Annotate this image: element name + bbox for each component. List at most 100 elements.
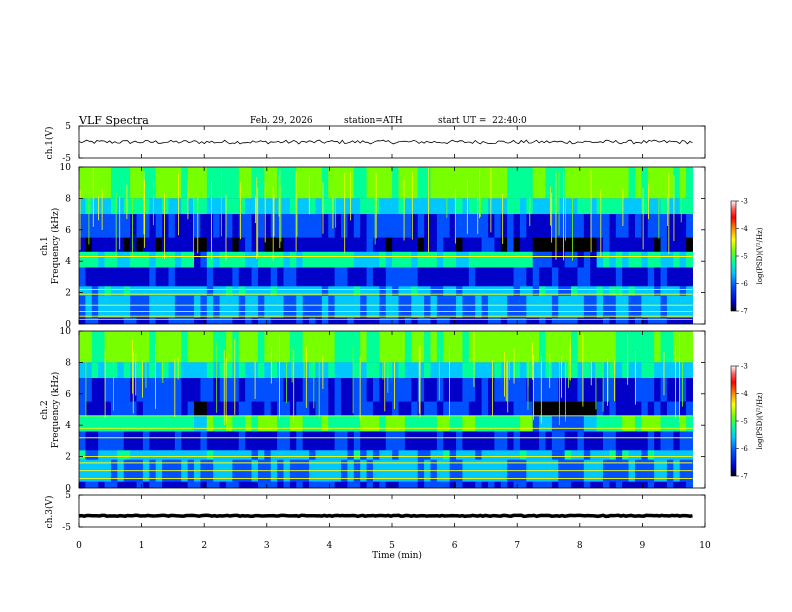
ch2-spectrogram-cell — [673, 481, 681, 488]
ch2-spectrogram-cell — [289, 331, 297, 363]
ch2-spectrogram-cell — [366, 362, 374, 379]
ch1-spectrogram-cell — [666, 198, 674, 215]
colorbar-tick-label: -7 — [741, 308, 748, 316]
ch1-spectrogram-cell — [296, 237, 304, 252]
ch2-spectrogram-cell — [213, 481, 221, 488]
ch1-spectrogram-cell — [660, 167, 668, 199]
ch1-spectrogram-cell — [130, 251, 138, 268]
ch2-spectrogram-cell — [283, 331, 291, 363]
ch2-spectrogram-cell — [603, 362, 610, 379]
ch1-spectrogram-cell — [545, 214, 553, 238]
ch2-spectrogram-cell — [539, 450, 547, 460]
ch1-spectrogram-cell — [232, 251, 240, 268]
ch2-spectrogram-cell — [321, 481, 329, 488]
ch2-spectrogram-cell — [360, 450, 368, 460]
ch1-spectrogram-cell — [404, 286, 412, 296]
ch1-spectrogram-cell — [424, 295, 431, 318]
ch2-spectrogram-cell — [289, 431, 297, 451]
ch1-spectrogram-cell — [615, 198, 623, 215]
ch2-spectrogram-cell — [309, 378, 316, 402]
ch2-spectrogram-cell — [615, 481, 623, 488]
x-tick-label: 6 — [452, 541, 458, 551]
ch2-spectrogram-cell — [494, 450, 502, 460]
ch1-spectrogram-cell — [206, 267, 214, 287]
ch1-spectrogram-cell — [487, 237, 495, 252]
ch2-spectrogram-cell — [309, 431, 316, 451]
ch2-spectrogram-cell — [443, 331, 451, 363]
ch1-spectrogram-cell — [174, 286, 182, 296]
ch1-spectrogram-cell — [187, 214, 195, 238]
ch2-spectrogram-cell — [334, 450, 342, 460]
ch1-spectrogram-cell — [462, 267, 470, 287]
ch2-spectrogram-cell — [219, 331, 227, 363]
ch2-spectrogram-cell — [257, 415, 265, 432]
ch1-spectrogram-cell — [366, 167, 374, 199]
ch2-spectrogram-cell — [475, 331, 483, 363]
ch2-spectrogram-cell — [551, 450, 559, 460]
ch2-spectrogram-cell — [385, 401, 393, 416]
ch1-waveform-panel: 5-5 — [62, 122, 706, 164]
ch1-spectrogram-cell — [558, 317, 566, 324]
ch1-spectrogram-cell — [449, 286, 457, 296]
ch2-spectrogram-cell — [104, 431, 112, 451]
ch2-spectrogram-cell — [558, 415, 566, 432]
ch1-spectrogram-cell — [104, 295, 112, 318]
ch1-spectrogram-cell — [654, 317, 662, 324]
ch1-spectrogram-cell — [443, 237, 451, 252]
ch2-spectrogram-cell — [577, 431, 585, 451]
ch1-spectrogram-cell — [443, 267, 451, 287]
ch2-spectrogram-cell — [334, 401, 342, 416]
ch1-spectrogram-cell — [551, 267, 559, 287]
ch1-spectrogram-cell — [238, 198, 246, 215]
ch2-spectrogram-cell — [347, 450, 355, 460]
ch2-frequency-axis-label: Frequency (kHz) — [50, 372, 61, 449]
ch2-spectrogram-cell — [289, 481, 297, 488]
ch2-spectrogram-cell — [551, 331, 559, 363]
chart-title: VLF Spectra — [78, 114, 149, 127]
ch1-spectrogram-cell — [85, 286, 93, 296]
ch1-spectrogram-cell — [603, 237, 610, 252]
ch2-spectrogram-cell — [660, 401, 668, 416]
ch2-spectrogram-cell — [500, 331, 508, 363]
ch2-spectrogram-cell — [174, 401, 182, 416]
ch2-spectrogram-cell — [168, 331, 176, 363]
ch2-spectrogram-cell — [462, 331, 470, 363]
ch1-spectrogram-cell — [194, 286, 201, 296]
ch1-spectrogram-cell — [181, 295, 189, 318]
ch2-spectrogram-cell — [628, 431, 636, 451]
ch1-spectrogram-cell — [91, 214, 99, 238]
ch1-spectrogram-cell — [404, 295, 412, 318]
ch2-spectrogram-cell — [296, 401, 304, 416]
ch2-spectrogram-cell — [577, 415, 585, 432]
ch2-spectrogram-cell — [174, 481, 182, 488]
ch1-spectrogram-cell — [289, 237, 297, 252]
ch1-spectrogram-cell — [590, 237, 598, 252]
ch1-spectrogram-cell — [622, 295, 630, 318]
ch1-spectrogram-cell — [660, 198, 668, 215]
ch1-spectrogram-cell — [91, 286, 99, 296]
ch1-spectrogram-cell — [539, 267, 547, 287]
ch2-spectrogram-cell — [519, 378, 527, 402]
ch1-spectrogram-cell — [583, 237, 591, 252]
ch2-spectrogram-cell — [475, 481, 483, 488]
ch2-spectrogram-cell — [615, 378, 623, 402]
ch2-spectrogram-cell — [577, 362, 585, 379]
ch1-spectrogram-cell — [475, 286, 483, 296]
ch2-spectrogram-cell — [181, 415, 189, 432]
ch2-spectrogram-cell — [270, 378, 278, 402]
ch2-spectrogram-cell — [181, 450, 189, 460]
ch1-spectrogram-cell — [577, 251, 585, 268]
ch1-spectrogram-cell — [232, 237, 240, 252]
ch2-spectrogram-cell — [686, 415, 693, 432]
ch2-spectrogram-cell — [615, 401, 623, 416]
ch1-spectrogram-cell — [449, 251, 457, 268]
ch1-spectrogram-cell — [519, 317, 527, 324]
ch1-spectrogram-cell — [123, 251, 131, 268]
ch1-spectrogram-cell — [615, 214, 623, 238]
ch2-spectrogram-cell — [564, 378, 572, 402]
ch1-spectrogram-cell — [436, 286, 444, 296]
ch1-spectrogram-cell — [519, 167, 527, 199]
ch1-spectrogram-cell — [430, 251, 438, 268]
ch1-spectrogram-cell — [666, 267, 674, 287]
ch1-spectrogram-cell — [411, 251, 419, 268]
